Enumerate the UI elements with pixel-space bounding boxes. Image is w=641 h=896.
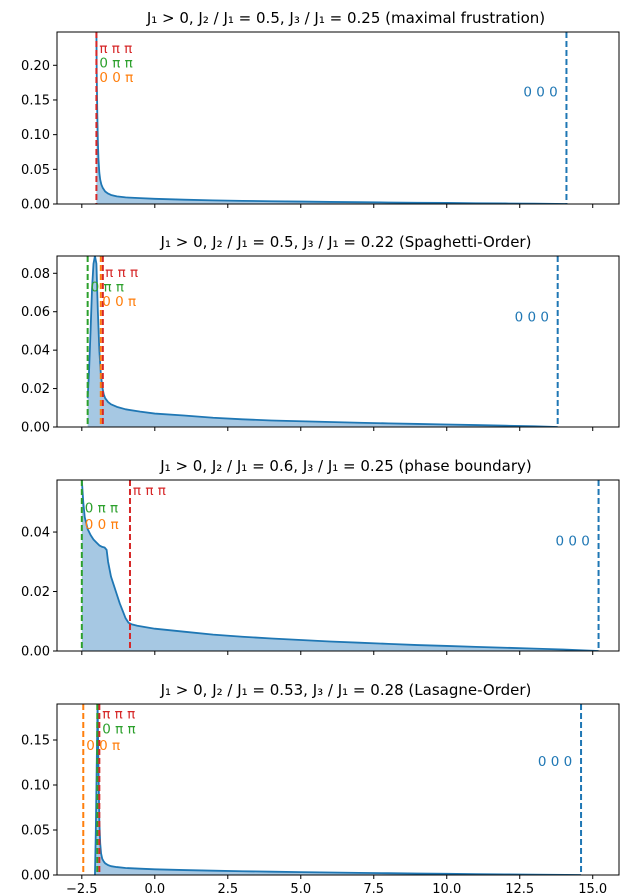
label-00pi: 0 0 π [99,70,133,86]
x-tick-label: 5.0 [290,882,311,896]
x-tick-label: 7.5 [363,882,384,896]
plot-area [82,704,583,875]
label-000: 0 0 0 [555,533,589,549]
y-tick-label: 0.08 [21,267,50,282]
panel-1: J₁ > 0, J₂ / J₁ = 0.5, J₃ / J₁ = 0.25 (m… [21,9,620,213]
panel-2: J₁ > 0, J₂ / J₁ = 0.5, J₃ / J₁ = 0.22 (S… [21,233,620,436]
chart-title: J₁ > 0, J₂ / J₁ = 0.5, J₃ / J₁ = 0.25 (m… [146,9,545,27]
panel-4: J₁ > 0, J₂ / J₁ = 0.53, J₃ / J₁ = 0.28 (… [21,681,620,896]
dos-fill-area [81,480,599,651]
label-0pipi: 0 π π [99,55,132,71]
x-tick-label: 2.5 [217,882,238,896]
y-tick-label: 0.06 [21,305,50,320]
y-tick-label: 0.04 [21,526,50,541]
chart-title: J₁ > 0, J₂ / J₁ = 0.5, J₃ / J₁ = 0.22 (S… [160,233,532,251]
dos-curve [95,32,567,204]
y-tick-label: 0.10 [21,779,50,794]
y-tick-label: 0.20 [21,59,50,74]
chart-title: J₁ > 0, J₂ / J₁ = 0.6, J₃ / J₁ = 0.25 (p… [159,457,532,475]
y-tick-label: 0.00 [21,421,50,436]
label-0pipi: 0 π π [91,280,124,296]
label-00pi: 0 0 π [85,517,119,533]
y-tick-label: 0.15 [21,734,50,749]
label-0pipi: 0 π π [85,501,118,517]
x-tick-label: 15.0 [578,882,607,896]
label-00pi: 0 0 π [102,294,136,310]
y-tick-label: 0.04 [21,344,50,359]
plot-area [80,480,600,651]
label-00pi: 0 0 π [86,738,120,754]
y-tick-label: 0.10 [21,128,50,143]
chart-title: J₁ > 0, J₂ / J₁ = 0.53, J₃ / J₁ = 0.28 (… [160,681,532,699]
dos-curve [94,704,582,875]
axes-frame [56,479,620,652]
plot-area [95,32,568,204]
label-0pipi: 0 π π [102,722,135,738]
dos-fill-area [96,32,567,204]
axes-frame [56,703,620,876]
label-pipipi: π π π [133,483,166,499]
y-tick-label: 0.05 [21,824,50,839]
dos-fill-area [87,256,558,427]
x-tick-label: 12.5 [505,882,534,896]
label-pipipi: π π π [105,265,138,281]
panel-3: J₁ > 0, J₂ / J₁ = 0.6, J₃ / J₁ = 0.25 (p… [21,457,620,660]
x-tick-label: −2.5 [66,882,98,896]
y-tick-label: 0.00 [21,869,50,884]
y-tick-label: 0.15 [21,93,50,108]
label-pipipi: π π π [102,706,135,722]
axes-frame [56,31,620,205]
y-tick-label: 0.05 [21,163,50,178]
label-000: 0 0 0 [515,309,549,325]
plot-area [86,256,559,427]
dos-curve [80,480,599,651]
y-tick-label: 0.02 [21,382,50,397]
label-pipipi: π π π [99,41,132,57]
y-tick-label: 0.00 [21,645,50,660]
y-tick-label: 0.02 [21,585,50,600]
dos-curve [86,256,558,427]
x-tick-label: 0.0 [144,882,165,896]
label-000: 0 0 0 [538,754,572,770]
y-tick-label: 0.00 [21,198,50,213]
x-tick-label: 10.0 [432,882,461,896]
dos-fill-area [94,704,582,875]
axes-frame [56,255,620,428]
label-000: 0 0 0 [523,85,557,101]
